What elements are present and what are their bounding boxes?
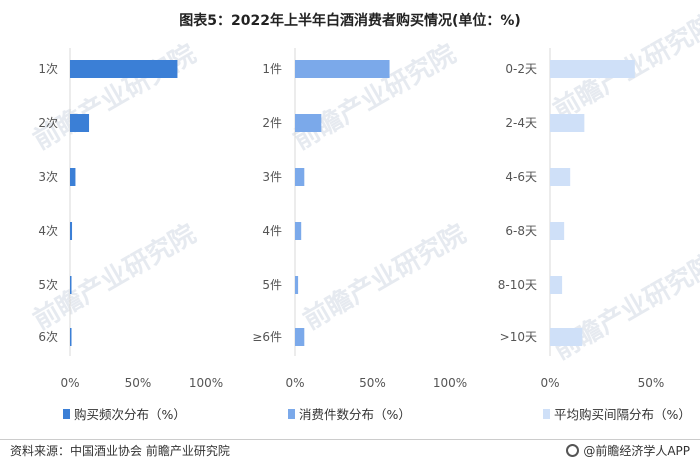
panel-2-category-label: 4件	[262, 224, 282, 238]
panel-2-x-tick-label: 0%	[285, 376, 304, 390]
panel-1-x-tick-label: 0%	[60, 376, 79, 390]
panel-3-category-label: >10天	[500, 330, 537, 344]
panel-3-legend-swatch	[543, 409, 550, 419]
panel-3-category-label: 2-4天	[505, 116, 537, 130]
panel-3-category-label: 4-6天	[505, 170, 537, 184]
watermark-text-5: 前瞻产业研究院	[298, 218, 471, 336]
panel-1-legend-label: 购买频次分布（%）	[74, 407, 186, 422]
panel-1-category-label: 2次	[38, 116, 58, 130]
panel-2-x-tick-label: 50%	[359, 376, 386, 390]
panel-1-bar	[70, 60, 178, 78]
panel-1-bar	[70, 168, 76, 186]
panel-2-category-label: 1件	[262, 62, 282, 76]
panel-1-x-tick-label: 50%	[125, 376, 152, 390]
watermark-text-6: 前瞻产业研究院	[548, 248, 700, 366]
panel-3-bar	[550, 276, 563, 294]
panel-1-bar	[70, 328, 72, 346]
panel-1-category-label: 3次	[38, 170, 58, 184]
panel-1-bar	[70, 222, 73, 240]
panel-3-bar	[550, 328, 583, 346]
panel-3-category-label: 0-2天	[505, 62, 537, 76]
panel-2-x-tick-label: 100%	[433, 376, 467, 390]
panel-2-bar	[295, 222, 302, 240]
panel-2-bar	[295, 60, 390, 78]
panel-3-x-tick-label: 50%	[638, 376, 665, 390]
chart-title: 图表5：2022年上半年白酒消费者购买情况(单位：%)	[179, 13, 521, 29]
panel-3-bar	[550, 222, 565, 240]
panel-1-bar	[70, 114, 90, 132]
panel-2-category-label: 5件	[262, 278, 282, 292]
panel-1-category-label: 5次	[38, 278, 58, 292]
watermark-text-1: 前瞻产业研究院	[28, 38, 201, 156]
panel-2-bar	[295, 168, 305, 186]
panel-2-bar	[295, 328, 305, 346]
footer: 资料来源：中国酒业协会 前瞻产业研究院 @前瞻经济学人APP	[0, 440, 700, 469]
watermark-text-2: 前瞻产业研究院	[288, 38, 461, 156]
panel-2-category-label: ≥6件	[252, 330, 282, 344]
panel-2-bar	[295, 276, 299, 294]
panel-3-legend-label: 平均购买间隔分布（%）	[554, 407, 691, 422]
panel-2-legend-label: 消费件数分布（%）	[299, 407, 411, 422]
panel-1-legend-swatch	[63, 409, 70, 419]
panel-1-category-label: 6次	[38, 330, 58, 344]
panel-3-bar	[550, 60, 635, 78]
panel-1-bar	[70, 276, 72, 294]
panel-3-bar	[550, 114, 585, 132]
panel-2-legend-swatch	[288, 409, 295, 419]
brand-text: @前瞻经济学人APP	[583, 444, 690, 458]
panel-3-category-label: 6-8天	[505, 224, 537, 238]
panel-1-x-tick-label: 100%	[189, 376, 223, 390]
brand-logo-icon	[566, 444, 580, 457]
brand-label: @前瞻经济学人APP	[566, 442, 690, 459]
source-note: 资料来源：中国酒业协会 前瞻产业研究院	[10, 444, 230, 458]
panel-3-bar	[550, 168, 571, 186]
panel-3-category-label: 8-10天	[498, 278, 537, 292]
panel-2-category-label: 3件	[262, 170, 282, 184]
panel-1-category-label: 4次	[38, 224, 58, 238]
panel-2-bar	[295, 114, 322, 132]
panel-3-x-tick-label: 0%	[540, 376, 559, 390]
panel-1-category-label: 1次	[38, 62, 58, 76]
panel-2-category-label: 2件	[262, 116, 282, 130]
